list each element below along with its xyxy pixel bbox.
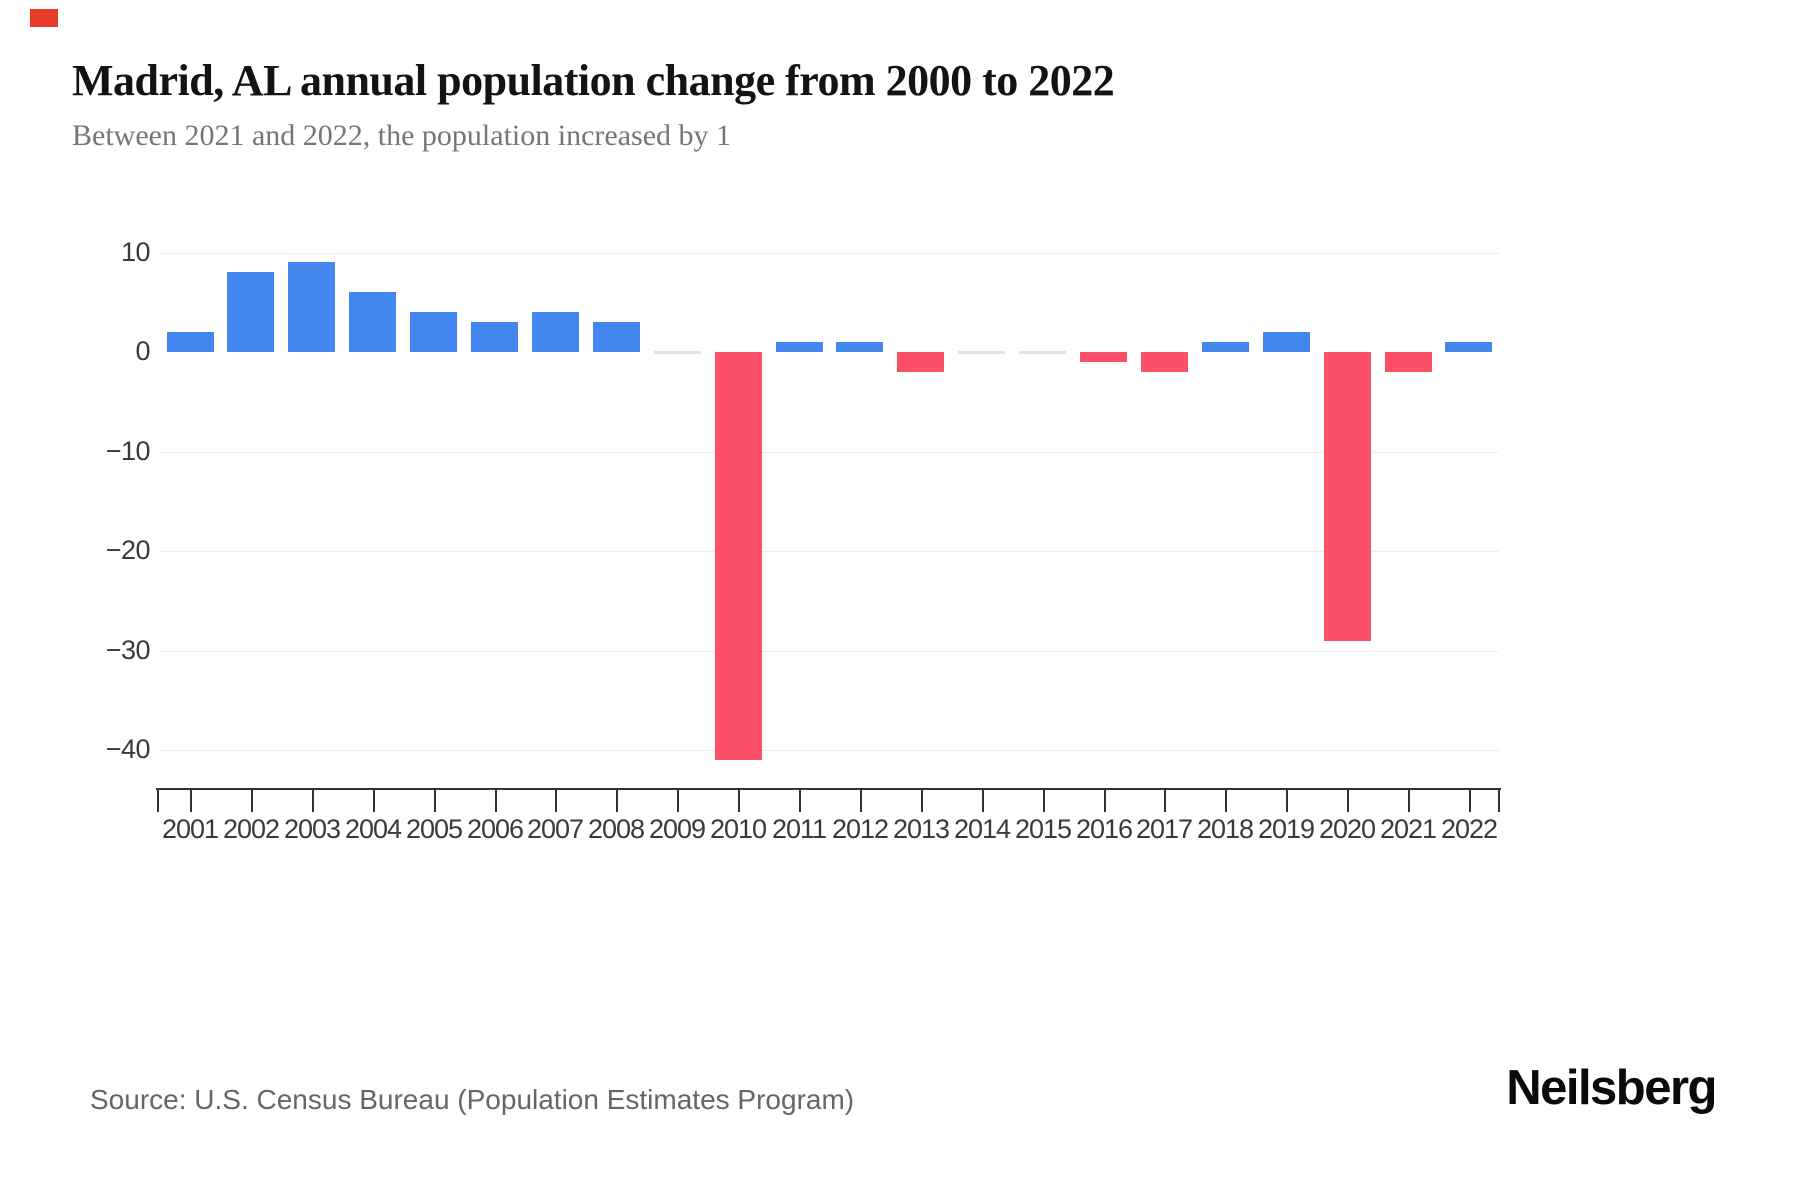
y-axis-tick-label: 10 xyxy=(120,237,151,267)
bar-2001 xyxy=(167,332,214,352)
y-gridline xyxy=(158,253,1499,254)
y-gridline xyxy=(158,750,1499,751)
x-axis-year-label: 2010 xyxy=(709,814,767,844)
x-axis-tick xyxy=(982,790,984,812)
x-axis-tick xyxy=(434,790,436,812)
x-axis-tick xyxy=(373,790,375,812)
bar-2018 xyxy=(1202,342,1249,352)
x-axis-tick xyxy=(1347,790,1349,812)
bar-2002 xyxy=(227,272,274,352)
y-axis-tick-label: 0 xyxy=(135,336,150,366)
x-axis-year-label: 2017 xyxy=(1135,814,1193,844)
bar-2010 xyxy=(715,352,762,760)
x-axis-tick xyxy=(1104,790,1106,812)
x-axis-year-label: 2019 xyxy=(1257,814,1315,844)
x-axis-year-label: 2020 xyxy=(1318,814,1376,844)
x-axis-tick xyxy=(495,790,497,812)
x-axis-tick xyxy=(555,790,557,812)
x-axis-tick xyxy=(738,790,740,812)
x-axis-tick xyxy=(1164,790,1166,812)
x-axis-tick xyxy=(312,790,314,812)
y-axis-tick-label: −30 xyxy=(105,635,151,665)
x-axis-tick xyxy=(190,790,192,812)
x-axis-tick xyxy=(677,790,679,812)
x-axis-year-label: 2014 xyxy=(953,814,1011,844)
source-note: Source: U.S. Census Bureau (Population E… xyxy=(90,1084,855,1115)
x-axis-tick xyxy=(616,790,618,812)
x-axis-tick xyxy=(860,790,862,812)
y-axis-tick-label: −20 xyxy=(105,535,151,565)
x-axis-tick xyxy=(157,790,159,812)
bar-2015 xyxy=(1019,351,1066,354)
x-axis-year-label: 2008 xyxy=(587,814,645,844)
x-axis-tick xyxy=(1408,790,1410,812)
x-axis-tick xyxy=(1469,790,1471,812)
x-axis-year-label: 2022 xyxy=(1440,814,1498,844)
x-axis-year-label: 2005 xyxy=(405,814,463,844)
x-axis-year-label: 2018 xyxy=(1196,814,1254,844)
x-axis-year-label: 2012 xyxy=(831,814,889,844)
bar-2009 xyxy=(654,351,701,354)
brand-logo: Neilsberg xyxy=(1506,1061,1717,1115)
y-gridline xyxy=(158,651,1499,652)
bar-2003 xyxy=(288,262,335,352)
bar-2012 xyxy=(836,342,883,352)
brand-accent-mark xyxy=(30,9,58,27)
bar-2022 xyxy=(1445,342,1492,352)
x-axis-year-label: 2001 xyxy=(161,814,219,844)
x-axis-tick xyxy=(1225,790,1227,812)
bar-2021 xyxy=(1385,352,1432,372)
bar-2007 xyxy=(532,312,579,352)
x-axis-tick xyxy=(1286,790,1288,812)
chart-title: Madrid, AL annual population change from… xyxy=(72,56,1115,105)
bar-2017 xyxy=(1141,352,1188,372)
bar-2006 xyxy=(471,322,518,352)
x-axis-year-label: 2015 xyxy=(1014,814,1072,844)
x-axis-tick xyxy=(799,790,801,812)
x-axis-year-label: 2007 xyxy=(526,814,584,844)
x-axis-year-label: 2004 xyxy=(344,814,402,844)
x-axis-year-label: 2002 xyxy=(222,814,280,844)
x-axis-year-label: 2003 xyxy=(283,814,341,844)
x-axis-year-label: 2021 xyxy=(1379,814,1437,844)
x-axis-tick xyxy=(921,790,923,812)
x-axis-year-label: 2013 xyxy=(892,814,950,844)
x-axis-tick xyxy=(1043,790,1045,812)
y-axis-tick-label: −40 xyxy=(105,734,151,764)
y-gridline xyxy=(158,551,1499,552)
x-axis-tick xyxy=(251,790,253,812)
bar-2014 xyxy=(958,351,1005,354)
bar-2020 xyxy=(1324,352,1371,641)
x-axis-year-label: 2016 xyxy=(1075,814,1133,844)
x-axis-year-label: 2009 xyxy=(648,814,706,844)
bar-2019 xyxy=(1263,332,1310,352)
chart-subtitle: Between 2021 and 2022, the population in… xyxy=(72,119,732,152)
y-axis-tick-label: −10 xyxy=(105,436,151,466)
bar-2016 xyxy=(1080,352,1127,362)
bar-2004 xyxy=(349,292,396,352)
x-axis-year-label: 2011 xyxy=(771,814,827,844)
x-axis-tick xyxy=(1498,790,1500,812)
bar-2013 xyxy=(897,352,944,372)
bar-2011 xyxy=(776,342,823,352)
y-gridline xyxy=(158,452,1499,453)
bar-2008 xyxy=(593,322,640,352)
x-axis-line xyxy=(156,788,1501,790)
x-axis-year-label: 2006 xyxy=(466,814,524,844)
bar-2005 xyxy=(410,312,457,352)
